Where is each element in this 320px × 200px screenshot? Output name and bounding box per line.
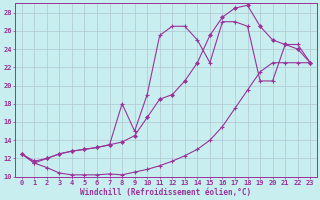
X-axis label: Windchill (Refroidissement éolien,°C): Windchill (Refroidissement éolien,°C): [80, 188, 252, 197]
